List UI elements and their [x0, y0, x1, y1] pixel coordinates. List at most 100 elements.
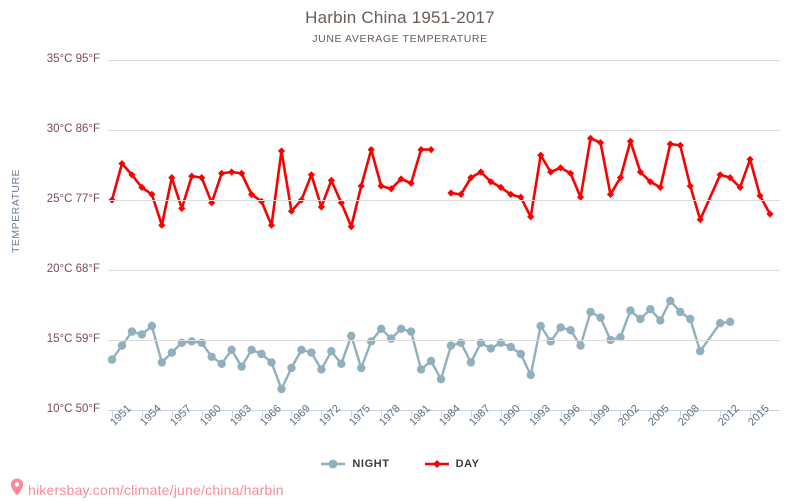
data-point[interactable] — [138, 183, 146, 191]
data-point[interactable] — [466, 358, 476, 367]
data-point[interactable] — [187, 337, 196, 346]
data-point[interactable] — [566, 326, 575, 335]
data-point[interactable] — [427, 146, 435, 154]
data-point[interactable] — [666, 140, 674, 148]
data-point[interactable] — [207, 352, 216, 361]
data-point[interactable] — [506, 342, 515, 352]
data-point[interactable] — [447, 189, 455, 197]
data-point[interactable] — [646, 305, 655, 314]
data-point[interactable] — [715, 319, 725, 328]
data-point[interactable] — [517, 193, 525, 201]
data-point[interactable] — [416, 365, 426, 374]
data-point[interactable] — [426, 356, 436, 366]
data-point[interactable] — [118, 160, 126, 168]
data-point[interactable] — [376, 324, 386, 333]
data-point[interactable] — [557, 164, 565, 172]
data-point[interactable] — [217, 359, 226, 368]
legend-item-night[interactable]: NIGHT — [320, 458, 389, 470]
data-point[interactable] — [676, 307, 685, 317]
data-point[interactable] — [397, 175, 405, 183]
data-point[interactable] — [337, 359, 346, 368]
data-point[interactable] — [567, 169, 575, 177]
data-point[interactable] — [527, 213, 535, 221]
data-point[interactable] — [736, 183, 744, 191]
data-point[interactable] — [227, 345, 236, 354]
data-point[interactable] — [606, 335, 615, 345]
data-point[interactable] — [606, 190, 615, 198]
data-point[interactable] — [396, 324, 406, 333]
data-point[interactable] — [387, 185, 395, 193]
data-point[interactable] — [367, 146, 375, 154]
data-point[interactable] — [537, 151, 545, 159]
data-point[interactable] — [178, 204, 186, 212]
data-point[interactable] — [436, 375, 446, 384]
data-point[interactable] — [247, 190, 256, 198]
data-point[interactable] — [546, 337, 555, 346]
data-point[interactable] — [357, 182, 365, 190]
data-point[interactable] — [257, 197, 266, 205]
data-point[interactable] — [766, 210, 774, 218]
data-point[interactable] — [237, 362, 246, 371]
data-point[interactable] — [357, 363, 366, 373]
data-point[interactable] — [277, 147, 286, 155]
data-point[interactable] — [277, 384, 286, 394]
footer-url[interactable]: hikersbay.com/climate/june/china/harbin — [28, 481, 284, 498]
data-point[interactable] — [446, 341, 456, 350]
data-point[interactable] — [676, 141, 684, 149]
data-point[interactable] — [576, 193, 585, 201]
data-point[interactable] — [257, 349, 266, 359]
data-point[interactable] — [636, 168, 644, 176]
data-point[interactable] — [267, 358, 276, 367]
data-point[interactable] — [716, 171, 724, 179]
data-point[interactable] — [307, 171, 315, 179]
data-point[interactable] — [297, 345, 306, 354]
data-point[interactable] — [238, 169, 246, 177]
data-point[interactable] — [457, 190, 465, 198]
data-point[interactable] — [686, 314, 695, 324]
footer-watermark[interactable]: hikersbay.com/climate/june/china/harbin — [10, 478, 284, 501]
data-point[interactable] — [386, 334, 396, 343]
data-point[interactable] — [117, 341, 127, 350]
data-point[interactable] — [407, 179, 415, 187]
data-point[interactable] — [726, 174, 734, 182]
data-point[interactable] — [666, 296, 675, 305]
data-point[interactable] — [646, 178, 654, 186]
data-point[interactable] — [137, 330, 147, 339]
data-point[interactable] — [596, 313, 605, 322]
data-point[interactable] — [168, 174, 176, 182]
data-point[interactable] — [586, 134, 595, 142]
data-point[interactable] — [686, 182, 694, 190]
data-point[interactable] — [347, 223, 355, 231]
data-point[interactable] — [128, 171, 136, 179]
data-point[interactable] — [467, 174, 475, 182]
data-point[interactable] — [696, 216, 704, 224]
data-point[interactable] — [158, 221, 166, 229]
data-point[interactable] — [327, 347, 336, 356]
data-point[interactable] — [337, 199, 345, 207]
data-point[interactable] — [208, 199, 216, 207]
data-point[interactable] — [725, 317, 735, 326]
data-point[interactable] — [497, 183, 505, 191]
data-point[interactable] — [616, 333, 625, 342]
data-point[interactable] — [486, 344, 496, 353]
data-point[interactable] — [148, 190, 156, 198]
data-point[interactable] — [347, 331, 356, 340]
data-point[interactable] — [746, 155, 754, 163]
data-point[interactable] — [477, 168, 485, 176]
data-point[interactable] — [526, 370, 535, 380]
data-point[interactable] — [367, 337, 376, 346]
data-point[interactable] — [656, 316, 665, 325]
data-point[interactable] — [507, 190, 515, 198]
data-point[interactable] — [127, 327, 137, 336]
data-point[interactable] — [417, 146, 425, 154]
data-point[interactable] — [218, 169, 226, 177]
data-point[interactable] — [167, 348, 177, 357]
data-point[interactable] — [626, 306, 635, 315]
data-point[interactable] — [516, 349, 525, 359]
data-point[interactable] — [377, 182, 385, 190]
data-point[interactable] — [536, 321, 545, 331]
data-point[interactable] — [267, 221, 276, 229]
data-point[interactable] — [406, 327, 416, 336]
data-point[interactable] — [307, 348, 316, 357]
data-point[interactable] — [696, 347, 705, 356]
